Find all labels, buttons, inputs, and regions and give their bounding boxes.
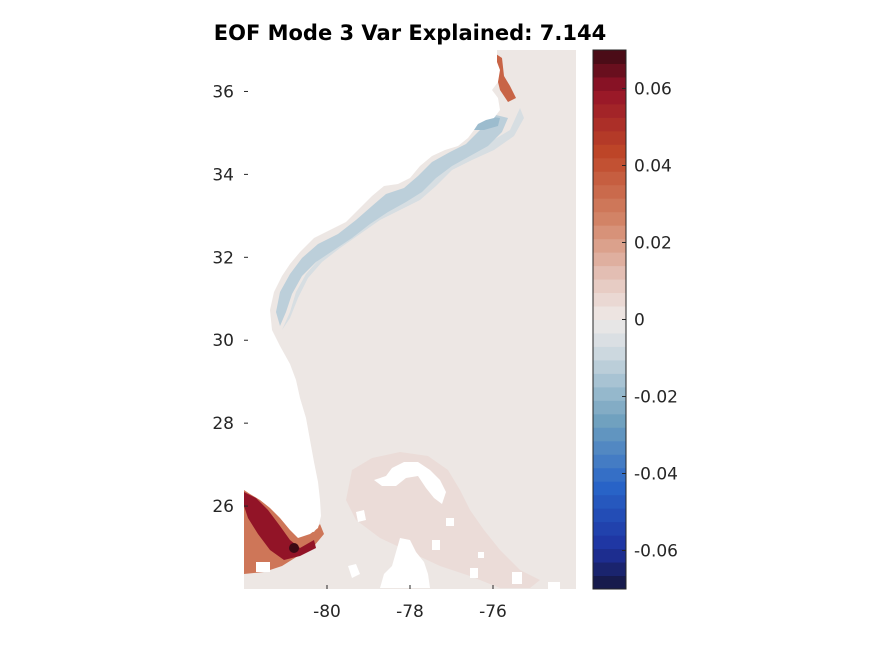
colorbar-level: [593, 76, 626, 91]
colorbar-level: [593, 440, 626, 455]
colorbar-level: [593, 171, 626, 186]
colorbar-tick-label: -0.06: [634, 542, 678, 562]
colorbar-level: [593, 427, 626, 442]
colorbar-level: [593, 50, 626, 64]
colorbar-level: [593, 279, 626, 294]
colorbar-level: [593, 117, 626, 132]
colorbar-level: [593, 130, 626, 145]
colorbar-level: [593, 373, 626, 388]
y-axis: 26 28 30 32 34 36: [212, 82, 248, 517]
x-tick-label: -80: [313, 602, 341, 622]
colorbar-level: [593, 535, 626, 550]
y-tick-label: 32: [212, 248, 234, 268]
feature-shelf-carolinas: [276, 114, 508, 326]
y-tick-label: 36: [212, 82, 234, 102]
colorbar-level: [593, 386, 626, 401]
colorbar-tick-label: 0.04: [634, 157, 672, 177]
colorbar-tick-label: 0.02: [634, 234, 672, 254]
colorbar-ticks: 0.06 0.04 0.02 0 -0.02 -0.04 -0.06: [622, 80, 678, 562]
colorbar-level: [593, 265, 626, 280]
colorbar-tick-label: 0: [634, 311, 645, 331]
colorbar-level: [593, 548, 626, 563]
feature-florida-bay-peak: [289, 543, 299, 553]
map-axes: -80 -78 -76 26 28 30 32 34 36: [212, 50, 576, 622]
y-tick-label: 28: [212, 414, 234, 434]
colorbar-level: [593, 225, 626, 240]
x-tick-label: -76: [479, 602, 507, 622]
feature-shelf-outer-carolinas: [282, 108, 524, 330]
x-axis: -80 -78 -76: [313, 585, 507, 622]
y-tick-label: 26: [212, 497, 234, 517]
colorbar-tick-label: -0.04: [634, 465, 678, 485]
colorbar-level: [593, 481, 626, 496]
y-tick-label: 30: [212, 331, 234, 351]
y-tick-label: 34: [212, 165, 234, 185]
chart-title: EOF Mode 3 Var Explained: 7.144: [214, 21, 606, 45]
land-mask: [244, 50, 560, 589]
colorbar-tick-label: 0.06: [634, 80, 672, 100]
colorbar-level: [593, 292, 626, 307]
colorbar: 0.06 0.04 0.02 0 -0.02 -0.04 -0.06: [592, 49, 678, 590]
colorbar-level: [593, 413, 626, 428]
feature-chesapeake-edge: [496, 54, 516, 102]
colorbar-level: [593, 575, 626, 590]
colorbar-level: [593, 454, 626, 469]
colorbar-level: [593, 184, 626, 199]
colorbar-level: [593, 103, 626, 118]
colorbar-level: [593, 359, 626, 374]
colorbar-level: [593, 63, 626, 78]
x-tick-label: -78: [396, 602, 424, 622]
colorbar-level: [593, 319, 626, 334]
colorbar-level: [593, 346, 626, 361]
colorbar-level: [593, 252, 626, 267]
colorbar-level: [593, 198, 626, 213]
colorbar-level: [593, 157, 626, 172]
colorbar-level: [593, 400, 626, 415]
colorbar-level: [593, 494, 626, 509]
colorbar-level: [593, 238, 626, 253]
colorbar-level: [593, 211, 626, 226]
colorbar-level: [593, 508, 626, 523]
colorbar-level: [593, 467, 626, 482]
colorbar-level: [593, 306, 626, 320]
colorbar-level: [593, 144, 626, 159]
colorbar-level: [593, 90, 626, 105]
colorbar-level: [593, 332, 626, 347]
colorbar-level: [593, 562, 626, 577]
colorbar-levels: [593, 50, 626, 590]
colorbar-level: [593, 521, 626, 536]
colorbar-tick-label: -0.02: [634, 388, 678, 408]
feature-florida-bay: [244, 492, 316, 560]
